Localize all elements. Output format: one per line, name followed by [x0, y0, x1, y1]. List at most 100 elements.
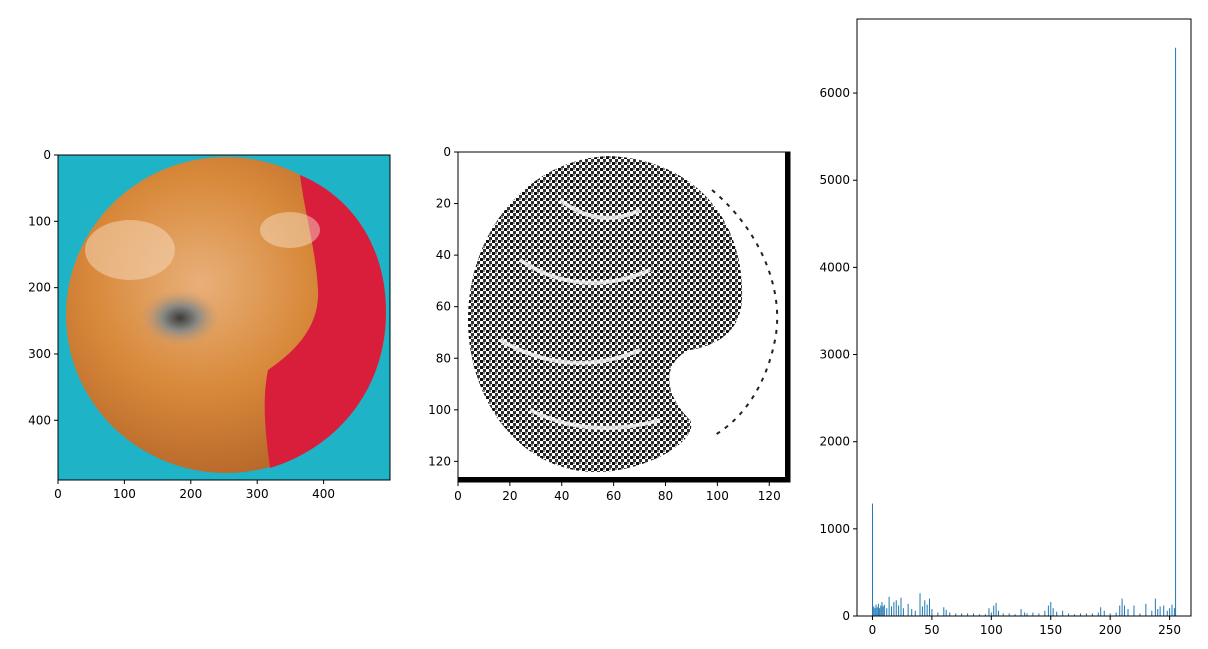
histogram-bar — [895, 600, 897, 616]
apple-photo — [58, 155, 390, 480]
x-tick-label: 40 — [554, 489, 569, 503]
histogram-bar — [1109, 613, 1111, 616]
y-tick-label: 0 — [842, 609, 850, 623]
histogram-bar — [893, 602, 895, 616]
histogram-bar — [995, 602, 997, 616]
histogram-bar — [879, 608, 881, 616]
histogram-bar — [1175, 47, 1177, 617]
histogram-bar — [1008, 613, 1010, 616]
axes-frame — [57, 154, 391, 481]
histogram-bar — [1133, 605, 1135, 616]
histogram-bar — [931, 609, 933, 616]
histogram-bar — [1159, 606, 1161, 616]
y-tick-label: 200 — [28, 281, 51, 295]
y-tick-label: 60 — [436, 300, 451, 314]
histogram-bar — [1127, 609, 1129, 616]
x-tick-label: 120 — [758, 489, 781, 503]
histogram-bar — [1100, 607, 1102, 616]
histogram-bar — [955, 613, 957, 616]
histogram-bar — [877, 603, 879, 616]
x-tick-label: 20 — [502, 489, 517, 503]
histogram-bar — [984, 614, 986, 616]
y-tick-label: 6000 — [819, 86, 850, 100]
histogram-bar — [883, 604, 885, 616]
histogram-bar — [876, 607, 878, 616]
histogram-bar — [993, 605, 995, 616]
histogram-bar — [924, 600, 926, 616]
apple-red-region — [264, 175, 386, 468]
x-axis: 0 100 200 300 400 — [54, 480, 335, 501]
histogram-bar — [949, 612, 951, 616]
texture-panel: 0 20 40 60 80 100 120 0 20 40 60 80 100 120 — [428, 145, 791, 503]
histogram-bar — [921, 606, 923, 616]
histogram-bar — [1097, 612, 1099, 616]
histogram-bar — [1103, 610, 1105, 616]
histogram-bar — [1052, 608, 1054, 616]
texture-image — [458, 152, 790, 482]
y-tick-label: 3000 — [819, 348, 850, 362]
histogram-bar — [1169, 608, 1171, 616]
y-tick-label: 400 — [28, 413, 51, 427]
y-tick-label: 300 — [28, 347, 51, 361]
histogram-bar — [1026, 613, 1028, 616]
histogram-bar — [978, 614, 980, 616]
histogram-bar — [898, 605, 900, 616]
y-tick-label: 120 — [428, 454, 451, 468]
y-axis: 0 1000 2000 3000 4000 5000 6000 — [819, 86, 857, 623]
histogram-bar — [945, 609, 947, 616]
x-axis: 0 20 40 60 80 100 120 — [454, 482, 781, 503]
x-tick-label: 0 — [869, 623, 877, 637]
histogram-bar — [875, 604, 877, 616]
histogram-bar — [1121, 598, 1123, 616]
histogram-bar — [1145, 603, 1147, 616]
histogram-bar — [1079, 613, 1081, 616]
y-tick-label: 4000 — [819, 260, 850, 274]
rot-spot — [140, 290, 220, 346]
histogram-bar — [943, 607, 945, 616]
histogram-panel: 0 50 100 150 200 250 0 1000 2000 3000 4000 5000 600… — [819, 18, 1192, 637]
x-tick-label: 100 — [980, 623, 1003, 637]
texture-outline — [711, 189, 779, 436]
histogram-bar — [1157, 609, 1159, 616]
x-tick-label: 250 — [1158, 623, 1181, 637]
histogram-bar — [1091, 613, 1093, 616]
x-tick-label: 200 — [1099, 623, 1122, 637]
texture-detail — [499, 198, 661, 430]
histogram-bar — [874, 608, 876, 616]
border-strip — [458, 477, 790, 482]
histogram-bar — [961, 613, 963, 616]
histogram-bar — [1014, 614, 1016, 616]
y-tick-label: 20 — [436, 197, 451, 211]
histogram-bar — [882, 606, 884, 616]
x-tick-label: 0 — [454, 489, 462, 503]
histogram-bar — [871, 503, 873, 616]
histogram-bar — [1056, 611, 1058, 616]
y-tick-label: 2000 — [819, 435, 850, 449]
texture-disk — [468, 156, 743, 473]
histogram-bar — [919, 593, 921, 616]
histogram-bar — [1173, 608, 1175, 616]
x-tick-label: 400 — [312, 487, 335, 501]
histogram-bar — [929, 598, 931, 616]
axes-frame — [856, 18, 1192, 617]
histogram-bar — [907, 603, 909, 616]
histogram-bar — [1123, 605, 1125, 616]
histogram-bar — [1085, 613, 1087, 616]
x-tick-label: 50 — [924, 623, 939, 637]
histogram-bar — [902, 608, 904, 616]
x-tick-label: 200 — [179, 487, 202, 501]
histogram-bar — [914, 610, 916, 616]
histogram-bar — [886, 608, 888, 616]
apple-highlight — [260, 212, 320, 248]
y-tick-label: 0 — [43, 148, 51, 162]
y-tick-label: 100 — [28, 214, 51, 228]
x-tick-label: 0 — [54, 487, 62, 501]
histogram-bar — [1166, 610, 1168, 616]
x-axis: 0 50 100 150 200 250 — [869, 616, 1181, 637]
histogram-bar — [937, 612, 939, 616]
histogram-bar — [1068, 613, 1070, 616]
histogram-bar — [1171, 604, 1173, 616]
y-axis: 0 100 200 300 400 — [28, 148, 58, 427]
histogram-bar — [1024, 612, 1026, 616]
